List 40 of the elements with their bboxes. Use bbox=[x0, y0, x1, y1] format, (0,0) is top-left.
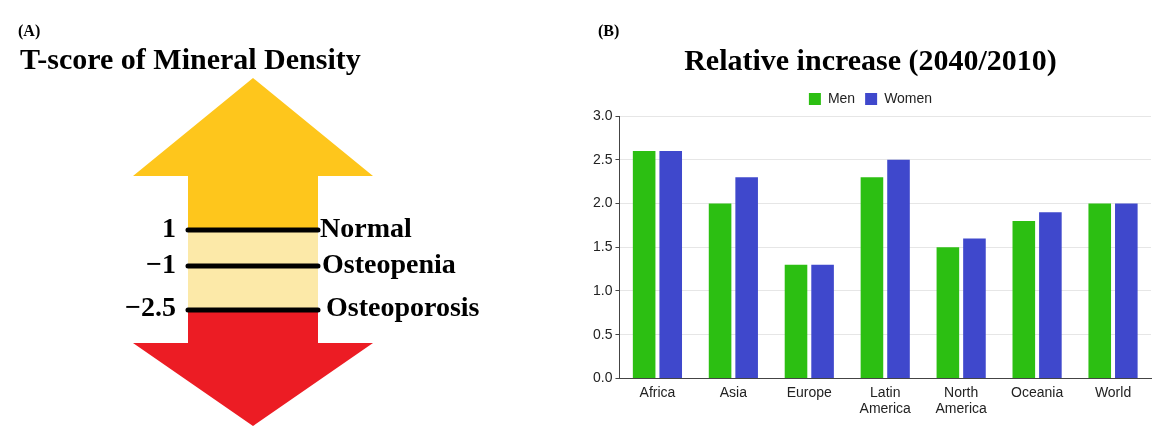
text: −2.5 bbox=[125, 291, 176, 323]
x-tick-label: Asia bbox=[719, 383, 748, 400]
x-tick-label: World bbox=[1094, 383, 1132, 400]
x-tick-label: North America bbox=[935, 383, 988, 417]
x-tick-label: Africa bbox=[639, 383, 676, 400]
text: −1 bbox=[146, 248, 176, 280]
y-tick-label: 3.0 bbox=[592, 106, 613, 123]
y-tick-label: 2.0 bbox=[592, 194, 613, 211]
y-tick-label: 0.0 bbox=[592, 369, 613, 386]
bar bbox=[811, 264, 834, 378]
bar bbox=[1012, 220, 1036, 378]
bar bbox=[860, 177, 884, 378]
legend-label: Women bbox=[884, 89, 933, 106]
bar bbox=[936, 247, 960, 378]
bar bbox=[1115, 203, 1138, 378]
y-tick-label: 1.5 bbox=[592, 238, 613, 255]
bar bbox=[735, 177, 758, 378]
x-tick-label: Europe bbox=[786, 383, 833, 400]
y-tick-label: 0.5 bbox=[592, 325, 613, 342]
bar bbox=[1088, 203, 1112, 378]
text: T-score of Mineral Density bbox=[20, 42, 361, 76]
text: 1 bbox=[162, 212, 176, 244]
x-tick-label: Latin America bbox=[859, 383, 912, 417]
bar bbox=[887, 159, 910, 378]
y-tick-label: 1.0 bbox=[592, 281, 613, 298]
text: Osteoporosis bbox=[326, 291, 480, 323]
legend-label: Men bbox=[827, 89, 856, 106]
text: Osteopenia bbox=[322, 248, 456, 280]
x-tick-label: Oceania bbox=[1011, 383, 1064, 400]
bar bbox=[784, 264, 808, 378]
bar bbox=[659, 150, 683, 378]
bar bbox=[1039, 212, 1062, 378]
bar bbox=[632, 150, 656, 378]
bar bbox=[708, 203, 732, 378]
y-tick-label: 2.5 bbox=[592, 150, 613, 167]
text: Normal bbox=[320, 212, 412, 244]
text: (A) bbox=[18, 22, 41, 40]
chart-title: Relative increase (2040/2010) bbox=[684, 42, 1057, 77]
bar bbox=[963, 238, 986, 378]
text: (B) bbox=[598, 22, 620, 40]
